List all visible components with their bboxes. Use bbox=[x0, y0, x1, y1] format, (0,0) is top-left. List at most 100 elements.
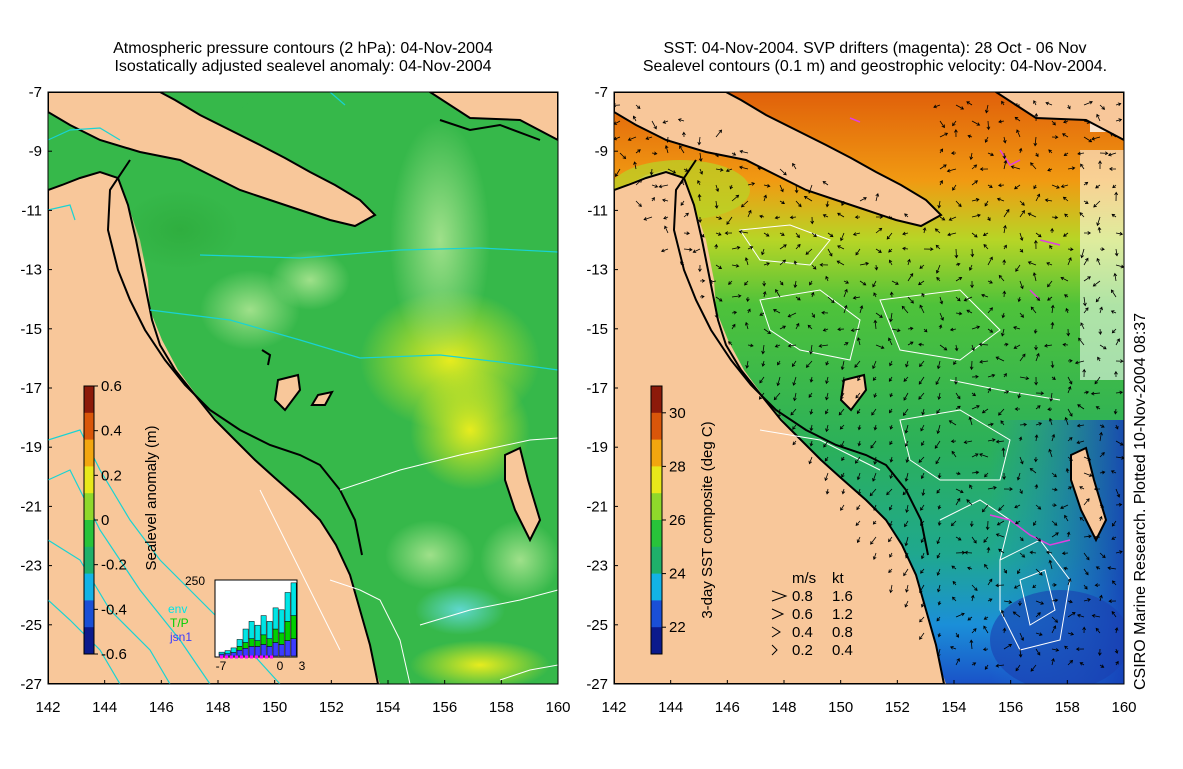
velocity-arrow bbox=[971, 344, 975, 352]
velocity-arrow bbox=[1067, 599, 1073, 604]
velocity-arrow bbox=[873, 456, 878, 465]
velocity-arrow bbox=[969, 152, 974, 161]
velocity-arrow bbox=[937, 632, 942, 638]
velocity-arrow bbox=[904, 600, 909, 608]
velocity-arrow bbox=[1062, 196, 1069, 202]
velocity-arrow bbox=[856, 337, 861, 346]
velocity-arrow bbox=[859, 305, 864, 314]
velocity-arrow bbox=[790, 408, 797, 416]
velocity-arrow bbox=[715, 167, 724, 172]
velocity-arrow bbox=[1083, 390, 1090, 395]
velocity-arrow bbox=[1051, 184, 1060, 189]
velocity-arrow bbox=[779, 244, 787, 250]
velocity-arrow bbox=[1063, 566, 1069, 571]
velocity-arrow bbox=[1115, 455, 1124, 460]
velocity-arrow bbox=[904, 440, 909, 447]
velocity-arrow bbox=[907, 341, 914, 346]
svp-drifters bbox=[849, 117, 1071, 546]
velocity-arrow bbox=[1062, 342, 1069, 347]
velocity-arrow bbox=[935, 264, 941, 274]
velocity-arrow bbox=[1051, 616, 1059, 623]
velocity-arrow bbox=[1002, 290, 1007, 298]
velocity-arrow bbox=[955, 392, 961, 400]
velocity-arrow bbox=[875, 215, 884, 219]
velocity-arrow bbox=[1003, 244, 1007, 250]
left-lat-tick-8: -23 bbox=[20, 558, 42, 575]
velocity-arrow bbox=[1083, 472, 1093, 477]
velocity-arrow bbox=[792, 162, 797, 170]
inset-bar-12-blue bbox=[290, 638, 297, 657]
velocity-arrow bbox=[739, 149, 749, 154]
velocity-arrow bbox=[1095, 406, 1101, 410]
velocity-arrow bbox=[1076, 423, 1085, 428]
velocity-arrow bbox=[1050, 304, 1055, 314]
velocity-arrow bbox=[758, 392, 765, 400]
velocity-arrow bbox=[795, 200, 802, 208]
velocity-arrow bbox=[921, 292, 925, 298]
velocity-arrow bbox=[1002, 259, 1007, 266]
velocity-arrow bbox=[819, 262, 829, 267]
velocity-arrow bbox=[1035, 536, 1042, 542]
velocity-arrow bbox=[996, 520, 1005, 526]
velocity-arrow bbox=[747, 343, 754, 348]
velocity-arrow bbox=[955, 497, 961, 506]
velocity-arrow bbox=[1079, 212, 1085, 218]
velocity-arrow bbox=[1063, 232, 1069, 237]
right-colorbar-tick-3: 24 bbox=[669, 566, 686, 583]
velocity-arrow bbox=[1033, 328, 1038, 334]
velocity-arrow bbox=[683, 168, 689, 172]
right-lat-tick-0: -7 bbox=[595, 84, 608, 101]
velocity-arrow bbox=[1044, 343, 1053, 348]
right-colorbar-label: 3-day SST composite (deg C) bbox=[699, 421, 716, 618]
velocity-arrow bbox=[699, 278, 706, 283]
right-lat-tick-5: -17 bbox=[586, 380, 608, 397]
velocity-arrow bbox=[761, 360, 766, 367]
inset-bar-6-blue bbox=[254, 646, 261, 657]
velocity-arrow bbox=[939, 296, 944, 305]
velocity-arrow bbox=[1099, 664, 1105, 668]
velocity-arrow bbox=[779, 325, 787, 330]
velocity-arrow bbox=[697, 136, 702, 146]
velocity-arrow bbox=[888, 504, 893, 511]
inset-xtick-3: 3 bbox=[299, 659, 306, 673]
velocity-arrow bbox=[1076, 613, 1085, 618]
velocity-arrow bbox=[808, 456, 813, 465]
velocity-arrow bbox=[1078, 337, 1085, 346]
velocity-arrow bbox=[1049, 245, 1053, 250]
velocity-arrow bbox=[875, 227, 883, 234]
velocity-arrow bbox=[1014, 184, 1021, 190]
left-colorbar-swatch-9 bbox=[84, 627, 94, 655]
velocity-arrow bbox=[1060, 276, 1069, 282]
velocity-arrow bbox=[822, 181, 829, 186]
velocity-arrow bbox=[1047, 296, 1053, 301]
velocity-arrow bbox=[724, 231, 733, 235]
velocity-legend-kt-2: 0.8 bbox=[832, 624, 853, 641]
velocity-arrow bbox=[822, 214, 829, 218]
velocity-arrow bbox=[1083, 276, 1091, 282]
velocity-arrow bbox=[873, 504, 877, 511]
velocity-arrow bbox=[971, 392, 977, 397]
velocity-arrow bbox=[905, 456, 910, 463]
velocity-arrow bbox=[1019, 632, 1024, 641]
velocity-arrow bbox=[658, 184, 669, 189]
inset-bar-3-blue bbox=[236, 649, 243, 657]
velocity-arrow bbox=[983, 616, 989, 620]
velocity-arrow bbox=[1114, 370, 1118, 378]
velocity-arrow bbox=[934, 440, 941, 449]
velocity-arrow bbox=[933, 104, 941, 109]
velocity-arrow bbox=[843, 304, 848, 314]
velocity-arrow bbox=[995, 439, 1005, 444]
velocity-arrow bbox=[699, 232, 705, 238]
velocity-arrow bbox=[920, 520, 925, 526]
velocity-arrow bbox=[889, 312, 893, 323]
velocity-arrow bbox=[1065, 307, 1069, 314]
velocity-arrow bbox=[825, 392, 829, 401]
right-lon-tick-5: 152 bbox=[885, 699, 910, 716]
velocity-arrow bbox=[856, 504, 861, 511]
velocity-arrow bbox=[1033, 184, 1037, 190]
velocity-arrow bbox=[1083, 100, 1093, 106]
velocity-arrow bbox=[762, 290, 767, 298]
velocity-arrow bbox=[967, 616, 973, 621]
velocity-arrow bbox=[997, 183, 1005, 188]
velocity-arrow bbox=[919, 360, 925, 368]
